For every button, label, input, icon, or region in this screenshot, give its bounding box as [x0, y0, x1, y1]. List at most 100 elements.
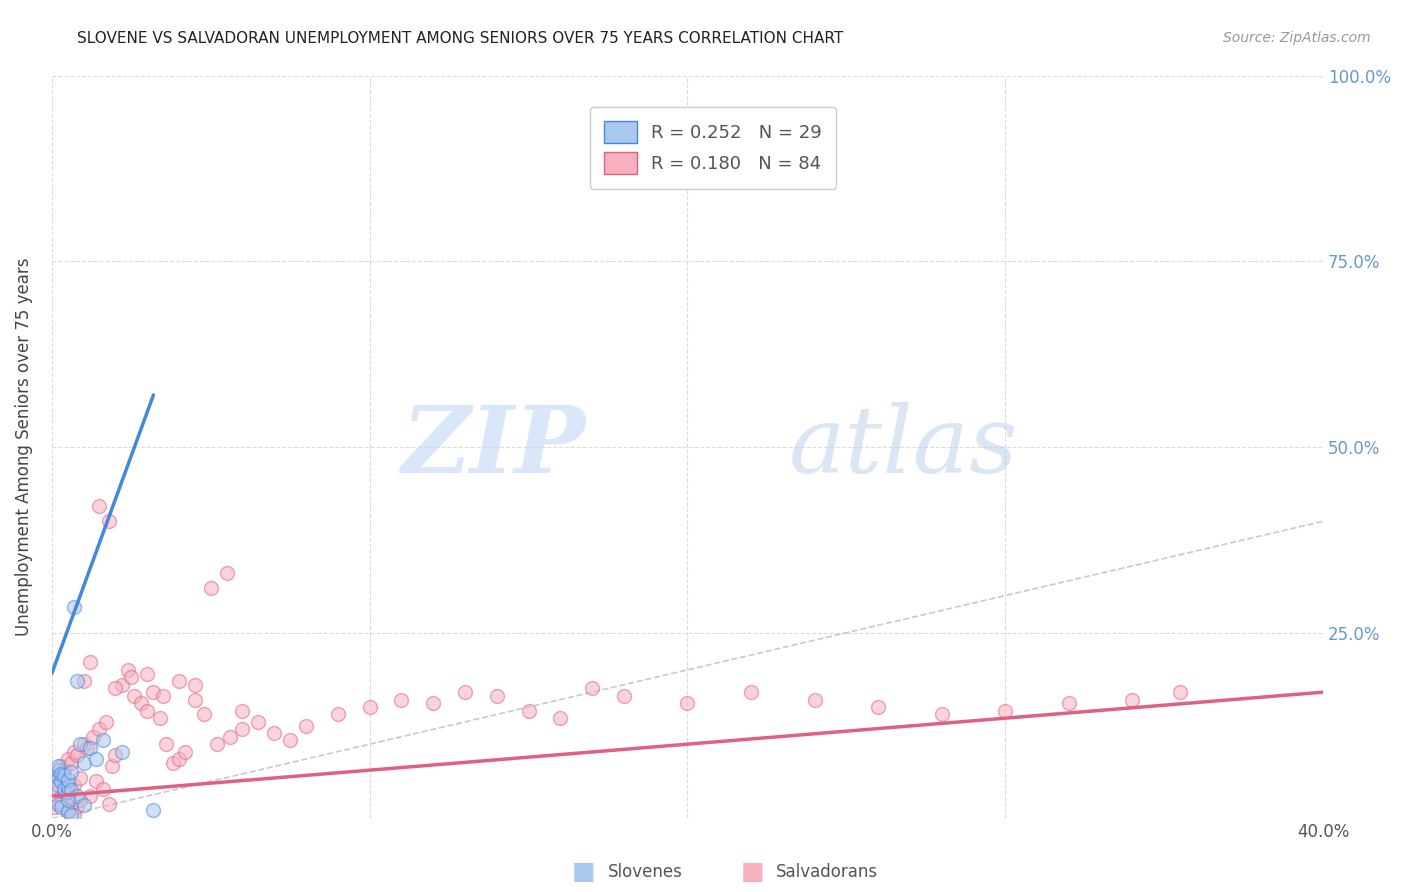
Point	[84, 774, 107, 789]
Point	[184, 678, 207, 692]
Point	[53, 781, 76, 796]
Point	[72, 798, 94, 813]
Point	[46, 771, 69, 785]
Point	[104, 681, 127, 696]
Point	[89, 723, 111, 737]
Point	[51, 767, 73, 781]
Point	[359, 700, 381, 714]
Point	[485, 689, 508, 703]
Point	[162, 756, 184, 770]
Point	[231, 704, 253, 718]
Point	[84, 752, 107, 766]
Point	[136, 704, 159, 718]
Point	[94, 714, 117, 729]
Text: Salvadorans: Salvadorans	[776, 863, 879, 881]
Point	[117, 663, 139, 677]
Point	[44, 800, 66, 814]
Point	[63, 745, 86, 759]
Point	[422, 696, 444, 710]
Point	[231, 723, 253, 737]
Point	[120, 670, 142, 684]
Point	[167, 752, 190, 766]
Point	[44, 774, 66, 789]
Point	[167, 673, 190, 688]
Point	[56, 793, 79, 807]
Point	[295, 718, 318, 732]
Point	[174, 745, 197, 759]
Point	[994, 704, 1017, 718]
Point	[46, 778, 69, 792]
Point	[46, 797, 69, 811]
Point	[91, 781, 114, 796]
Point	[72, 737, 94, 751]
Text: Source: ZipAtlas.com: Source: ZipAtlas.com	[1223, 31, 1371, 45]
Text: SLOVENE VS SALVADORAN UNEMPLOYMENT AMONG SENIORS OVER 75 YEARS CORRELATION CHART: SLOVENE VS SALVADORAN UNEMPLOYMENT AMONG…	[77, 31, 844, 46]
Point	[66, 748, 89, 763]
Point	[59, 807, 82, 822]
Point	[69, 793, 91, 807]
Point	[389, 692, 412, 706]
Point	[581, 681, 603, 696]
Point	[56, 780, 79, 795]
Text: Slovenes: Slovenes	[607, 863, 682, 881]
Point	[104, 748, 127, 763]
Point	[1121, 692, 1143, 706]
Point	[142, 685, 165, 699]
Point	[72, 673, 94, 688]
Point	[278, 733, 301, 747]
Point	[101, 759, 124, 773]
Point	[803, 692, 825, 706]
Point	[63, 778, 86, 792]
Point	[200, 581, 222, 595]
Point	[56, 752, 79, 766]
Point	[517, 704, 540, 718]
Point	[155, 737, 177, 751]
Point	[56, 785, 79, 799]
Point	[51, 797, 73, 811]
Point	[59, 765, 82, 780]
Point	[136, 666, 159, 681]
Point	[149, 711, 172, 725]
Point	[63, 599, 86, 614]
Point	[59, 797, 82, 811]
Point	[69, 737, 91, 751]
Text: ■: ■	[572, 861, 595, 884]
Point	[56, 793, 79, 807]
Point	[51, 789, 73, 804]
Point	[97, 514, 120, 528]
Point	[142, 803, 165, 817]
Point	[63, 807, 86, 822]
Point	[51, 774, 73, 789]
Point	[53, 785, 76, 799]
Point	[66, 789, 89, 804]
Point	[46, 781, 69, 796]
Point	[72, 756, 94, 770]
Point	[66, 800, 89, 814]
Point	[46, 759, 69, 773]
Point	[69, 771, 91, 785]
Point	[97, 797, 120, 811]
Point	[205, 737, 228, 751]
Point	[1168, 685, 1191, 699]
Point	[91, 733, 114, 747]
Point	[46, 767, 69, 781]
Point	[53, 768, 76, 782]
Point	[550, 711, 572, 725]
Point	[215, 566, 238, 581]
Point	[247, 714, 270, 729]
Point	[193, 707, 215, 722]
Text: ■: ■	[741, 861, 763, 884]
Point	[59, 756, 82, 770]
Point	[124, 689, 146, 703]
Point	[152, 689, 174, 703]
Point	[676, 696, 699, 710]
Point	[868, 700, 890, 714]
Point	[111, 745, 134, 759]
Point	[740, 685, 762, 699]
Point	[218, 730, 240, 744]
Point	[111, 678, 134, 692]
Text: atlas: atlas	[789, 402, 1019, 492]
Text: ZIP: ZIP	[402, 402, 586, 492]
Point	[79, 740, 101, 755]
Point	[79, 656, 101, 670]
